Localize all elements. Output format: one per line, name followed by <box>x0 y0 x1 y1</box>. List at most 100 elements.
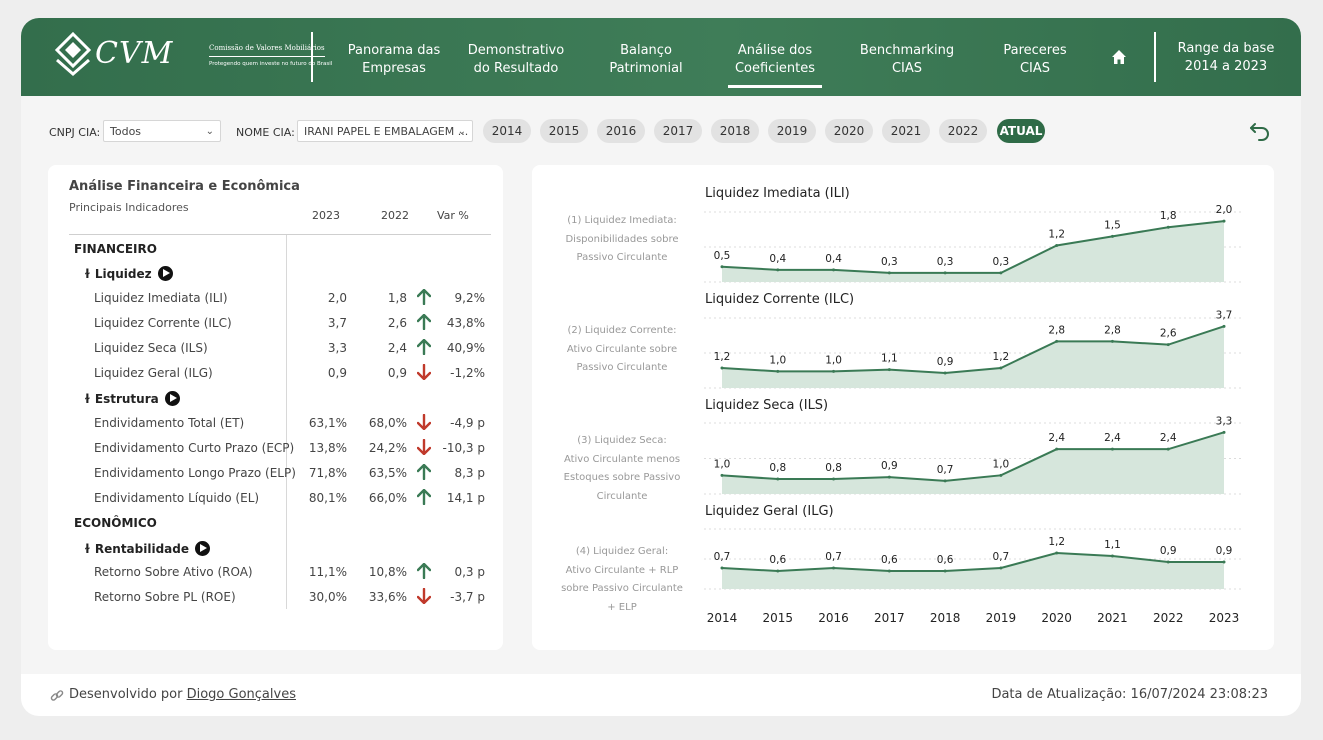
row-name: Liquidez Seca (ILS) <box>94 341 208 355</box>
developer-link[interactable]: Diogo Gonçalves <box>186 687 296 702</box>
table-row: Liquidez Corrente (ILC) 3,7 2,6 43,8% <box>48 311 503 336</box>
x-tick-label: 2021 <box>1097 611 1128 625</box>
data-point <box>999 473 1003 477</box>
data-point <box>1055 243 1059 247</box>
row-name: Retorno Sobre PL (ROE) <box>94 590 236 604</box>
row-2023: 71,8% <box>308 466 347 480</box>
year-pill-2020[interactable]: 2020 <box>825 119 873 143</box>
year-pill-2015[interactable]: 2015 <box>540 119 588 143</box>
data-label: 0,3 <box>881 256 898 268</box>
data-label: 0,9 <box>937 356 954 368</box>
row-name: Liquidez Corrente (ILC) <box>94 316 232 330</box>
row-2022: 0,9 <box>387 366 407 380</box>
data-label: 0,4 <box>825 253 842 265</box>
range-base: Range da base 2014 a 2023 <box>1161 40 1291 76</box>
year-pill-2016[interactable]: 2016 <box>597 119 645 143</box>
data-label: 1,2 <box>714 351 731 363</box>
year-pill-2022[interactable]: 2022 <box>939 119 987 143</box>
year-pill-2018[interactable]: 2018 <box>711 119 759 143</box>
data-point <box>720 366 724 370</box>
section-financeiro: FINANCEIRO <box>48 237 503 262</box>
row-var: -10,3 p <box>442 441 485 455</box>
year-pill-atual[interactable]: ATUAL <box>997 119 1045 143</box>
row-var: 8,3 p <box>454 466 485 480</box>
arrow-up-icon <box>417 489 431 505</box>
row-name: Liquidez Geral (ILG) <box>94 366 213 380</box>
data-label: 0,4 <box>769 253 786 265</box>
data-label: 2,6 <box>1160 328 1177 340</box>
year-pill-2021[interactable]: 2021 <box>882 119 930 143</box>
nome-dropdown-value: IRANI PAPEL E EMBALAGEM ... <box>304 125 469 138</box>
data-label: 0,9 <box>1160 545 1177 557</box>
data-point <box>1222 219 1226 223</box>
year-pill-2019[interactable]: 2019 <box>768 119 816 143</box>
row-2023: 3,7 <box>327 316 347 330</box>
nome-dropdown[interactable]: IRANI PAPEL E EMBALAGEM ... ⌄ <box>297 120 473 142</box>
table-row: Retorno Sobre Ativo (ROA) 11,1% 10,8% 0,3 p <box>48 560 503 585</box>
data-point <box>1222 324 1226 328</box>
home-icon[interactable] <box>1111 49 1127 65</box>
year-pill-2017[interactable]: 2017 <box>654 119 702 143</box>
indicators-card: Análise Financeira e Econômica Principai… <box>48 165 503 650</box>
nav-demonstrativo-line1: Demonstrativo <box>467 43 565 58</box>
nav-analise-coeficientes[interactable]: Análise dos Coeficientes <box>720 42 830 88</box>
play-icon[interactable] <box>164 391 180 406</box>
data-label: 3,3 <box>1216 415 1233 427</box>
nav-panorama-line2: Empresas <box>362 61 426 76</box>
nav-benchmarking[interactable]: Benchmarking CIAS <box>852 42 962 78</box>
nav-balanco[interactable]: Balanço Patrimonial <box>591 42 701 78</box>
data-label: 0,6 <box>881 554 898 566</box>
row-var: -3,7 p <box>450 590 485 604</box>
arrow-up-icon <box>417 289 431 305</box>
group-liquidez[interactable]: ɫ Liquidez <box>48 261 503 286</box>
play-icon[interactable] <box>195 541 210 556</box>
data-point <box>1166 447 1170 451</box>
row-2022: 2,6 <box>387 316 407 330</box>
data-label: 2,8 <box>1104 324 1121 336</box>
row-name: Liquidez Imediata (ILI) <box>94 291 228 305</box>
desc-ilg-l3: sobre Passivo Circulante <box>561 583 683 594</box>
data-label: 1,0 <box>825 354 842 366</box>
nav-pareceres[interactable]: Pareceres CIAS <box>980 42 1090 78</box>
row-2022: 24,2% <box>368 441 407 455</box>
play-icon[interactable] <box>157 266 173 281</box>
data-label: 2,4 <box>1048 432 1065 444</box>
group-rentabilidade[interactable]: ɫ Rentabilidade <box>48 536 503 561</box>
arrow-down-icon <box>417 439 431 455</box>
row-2023: 13,8% <box>308 441 347 455</box>
data-point <box>720 473 724 477</box>
row-var: 9,2% <box>454 291 486 305</box>
data-point <box>1110 447 1114 451</box>
col-header-var: Var % <box>437 209 469 222</box>
arrow-up-icon <box>417 339 431 355</box>
logo-divider <box>209 56 325 57</box>
data-point <box>1055 339 1059 343</box>
desc-ili-l2: Disponibilidades sobre <box>565 233 679 245</box>
group-estrutura-label: ɫ Estrutura <box>84 391 180 406</box>
desc-ilg: (4) Liquidez Geral: Ativo Circulante + RL… <box>552 543 692 617</box>
nav-demonstrativo[interactable]: Demonstrativo do Resultado <box>461 42 571 78</box>
nav-analise-line1: Análise dos <box>737 43 813 58</box>
row-2023: 3,3 <box>327 341 347 355</box>
nav-panorama[interactable]: Panorama das Empresas <box>339 42 449 78</box>
data-point <box>832 566 836 570</box>
header-divider <box>311 32 313 82</box>
header-divider-right <box>1154 32 1156 82</box>
data-label: 1,0 <box>993 458 1010 470</box>
back-arrow-icon[interactable] <box>1249 120 1271 142</box>
row-2023: 80,1% <box>308 491 347 505</box>
data-label: 2,4 <box>1160 432 1177 444</box>
year-pill-2014[interactable]: 2014 <box>483 119 531 143</box>
group-rentabilidade-label: ɫ Rentabilidade <box>84 541 210 556</box>
chevron-down-icon: ⌄ <box>205 126 214 137</box>
data-label: 0,5 <box>714 250 731 262</box>
cvm-logo[interactable]: CVM Comissão de Valores Mobiliários Prot… <box>55 32 332 82</box>
link-icon <box>50 690 64 701</box>
nav-pareceres-line2: CIAS <box>1019 61 1051 76</box>
desc-ils: (3) Liquidez Seca: Ativo Circulante menos… <box>552 432 692 506</box>
cnpj-dropdown[interactable]: Todos ⌄ <box>103 120 221 142</box>
group-estrutura[interactable]: ɫ Estrutura <box>48 386 503 411</box>
data-label: 0,3 <box>993 256 1010 268</box>
chevron-down-icon: ⌄ <box>457 126 466 137</box>
chart-title-ilg: Liquidez Geral (ILG) <box>705 504 834 519</box>
